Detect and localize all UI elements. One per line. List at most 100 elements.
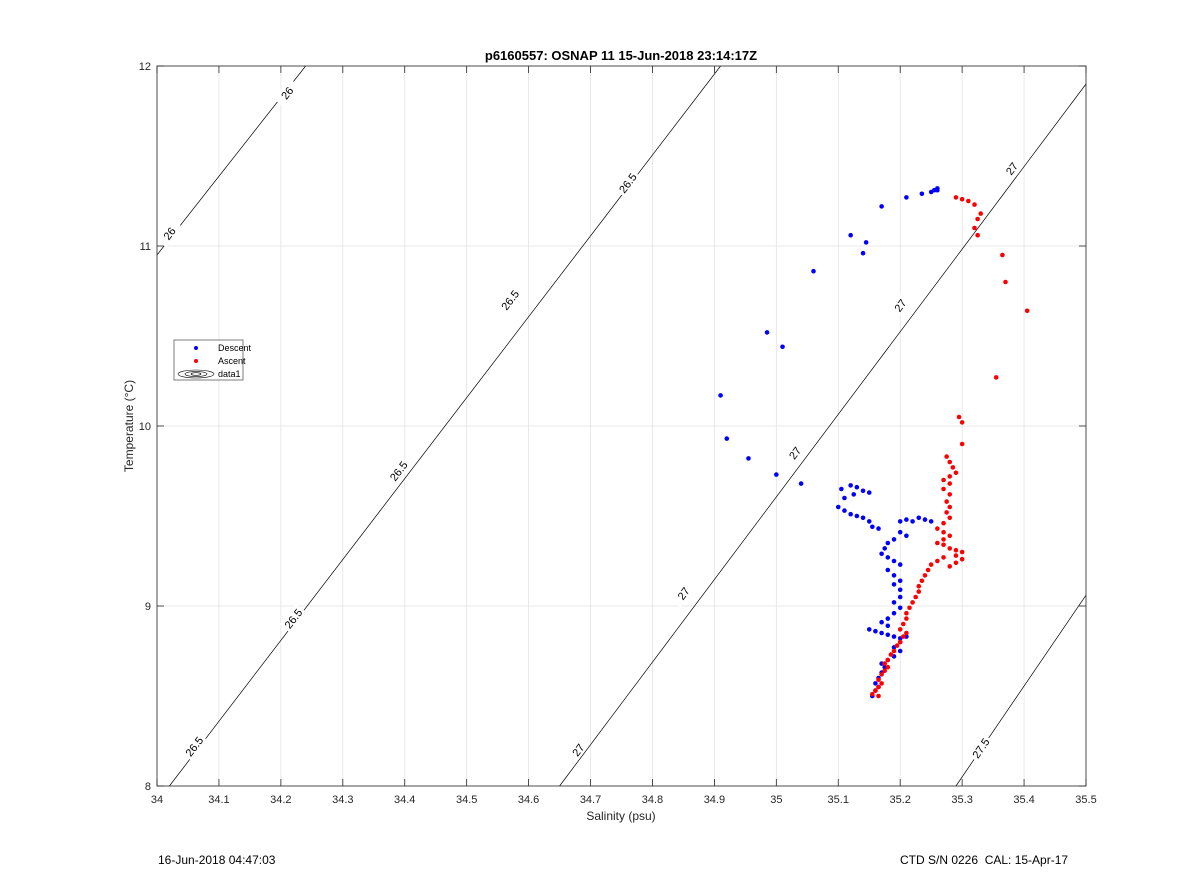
ascent-point xyxy=(959,556,965,562)
ascent-point xyxy=(904,616,909,621)
descent-point xyxy=(866,490,872,495)
chart-title: p6160557: OSNAP 11 15-Jun-2018 23:14:17Z xyxy=(485,48,757,63)
ascent-point xyxy=(941,529,946,535)
descent-point xyxy=(891,634,897,639)
ascent-point xyxy=(950,465,956,470)
descent-point xyxy=(919,191,925,197)
descent-point xyxy=(842,508,847,513)
x-axis-label: Salinity (psu) xyxy=(586,809,655,823)
ascent-point xyxy=(947,533,953,539)
ascent-point xyxy=(947,481,953,486)
x-tick-label: 35.1 xyxy=(828,794,849,806)
ascent-point xyxy=(947,564,953,569)
contour-label: 27 xyxy=(893,298,910,315)
descent-point xyxy=(891,573,897,578)
descent-point xyxy=(848,483,853,488)
contour-label-bg xyxy=(614,168,641,197)
descent-point xyxy=(891,537,897,542)
contour-label-bg xyxy=(886,290,913,320)
contour-label: 27 xyxy=(1004,161,1021,178)
descent-point xyxy=(764,330,770,335)
ascent-point xyxy=(916,583,922,589)
ascent-point xyxy=(1000,252,1005,258)
descent-point xyxy=(897,587,903,593)
x-tick-label: 35.3 xyxy=(951,794,972,806)
ascent-point xyxy=(944,510,949,515)
ascent-point xyxy=(935,558,940,564)
x-tick-label: 34.8 xyxy=(642,794,663,806)
ascent-point xyxy=(1024,308,1030,314)
descent-point xyxy=(897,648,903,654)
ascent-point xyxy=(891,648,897,654)
contour-label-bg xyxy=(155,218,183,248)
descent-point xyxy=(842,495,847,501)
descent-point xyxy=(774,472,779,477)
y-tick-label: 8 xyxy=(145,781,151,793)
ascent-point xyxy=(897,639,903,645)
x-tick-label: 35.2 xyxy=(889,794,910,806)
descent-point xyxy=(897,605,903,611)
contour-label-bg xyxy=(180,731,207,761)
ascent-point xyxy=(904,610,909,616)
y-tick-label: 9 xyxy=(145,601,151,613)
contour-label-bg xyxy=(385,456,412,485)
descent-point xyxy=(897,594,903,600)
y-axis-label: Temperature (°C) xyxy=(122,380,136,472)
ascent-point xyxy=(900,621,906,627)
x-tick-label: 34.3 xyxy=(332,794,353,806)
legend-ascent-label: Ascent xyxy=(218,356,246,366)
ascent-point xyxy=(888,652,894,657)
contour-label-bg xyxy=(564,735,591,765)
descent-point xyxy=(897,529,903,535)
contour-label: 27 xyxy=(787,445,804,462)
contour-label-bg xyxy=(998,153,1025,183)
ascent-point xyxy=(876,693,881,699)
descent-point xyxy=(885,555,891,560)
descent-point xyxy=(897,578,903,584)
contour-label-bg xyxy=(273,78,300,107)
contour-label-bg xyxy=(279,604,306,633)
ascent-point xyxy=(876,684,881,690)
footer-timestamp: 16-Jun-2018 04:47:03 xyxy=(158,853,276,867)
ascent-point xyxy=(941,477,946,483)
descent-point xyxy=(885,616,891,621)
descent-point xyxy=(839,486,844,492)
ascent-point xyxy=(879,672,884,677)
descent-point xyxy=(891,610,897,616)
descent-point xyxy=(851,492,857,497)
x-tick-label: 35.4 xyxy=(1013,794,1034,806)
ascent-point xyxy=(941,520,946,526)
ascent-point xyxy=(993,375,999,380)
ascent-point xyxy=(953,560,959,566)
ascent-point xyxy=(935,540,940,546)
contour-label-bg xyxy=(967,733,993,763)
ascent-point xyxy=(922,573,928,578)
descent-point xyxy=(718,393,723,398)
legend-ascent-marker xyxy=(194,359,198,363)
ascent-point xyxy=(885,664,891,670)
descent-point xyxy=(848,232,853,238)
y-tick-label: 12 xyxy=(139,61,151,73)
ascent-point xyxy=(925,567,931,573)
contour-label-bg xyxy=(670,578,697,608)
ascent-point xyxy=(953,470,959,476)
ascent-point xyxy=(935,526,940,531)
descent-point xyxy=(879,619,884,625)
ascent-point xyxy=(928,562,934,567)
descent-point xyxy=(891,582,897,587)
descent-point xyxy=(885,540,891,546)
descent-point xyxy=(916,515,922,521)
descent-point xyxy=(746,456,751,461)
ascent-point xyxy=(975,232,980,238)
ascent-point xyxy=(956,414,962,420)
descent-point xyxy=(928,189,934,195)
x-tick-label: 34.2 xyxy=(270,794,291,806)
descent-point xyxy=(935,187,940,193)
ascent-point xyxy=(873,688,878,693)
contour-label: 26 xyxy=(162,225,179,242)
descent-point xyxy=(922,517,928,522)
contour-label-bg xyxy=(496,285,523,314)
x-tick-label: 35.5 xyxy=(1075,794,1096,806)
contour-label: 26 xyxy=(279,85,296,102)
